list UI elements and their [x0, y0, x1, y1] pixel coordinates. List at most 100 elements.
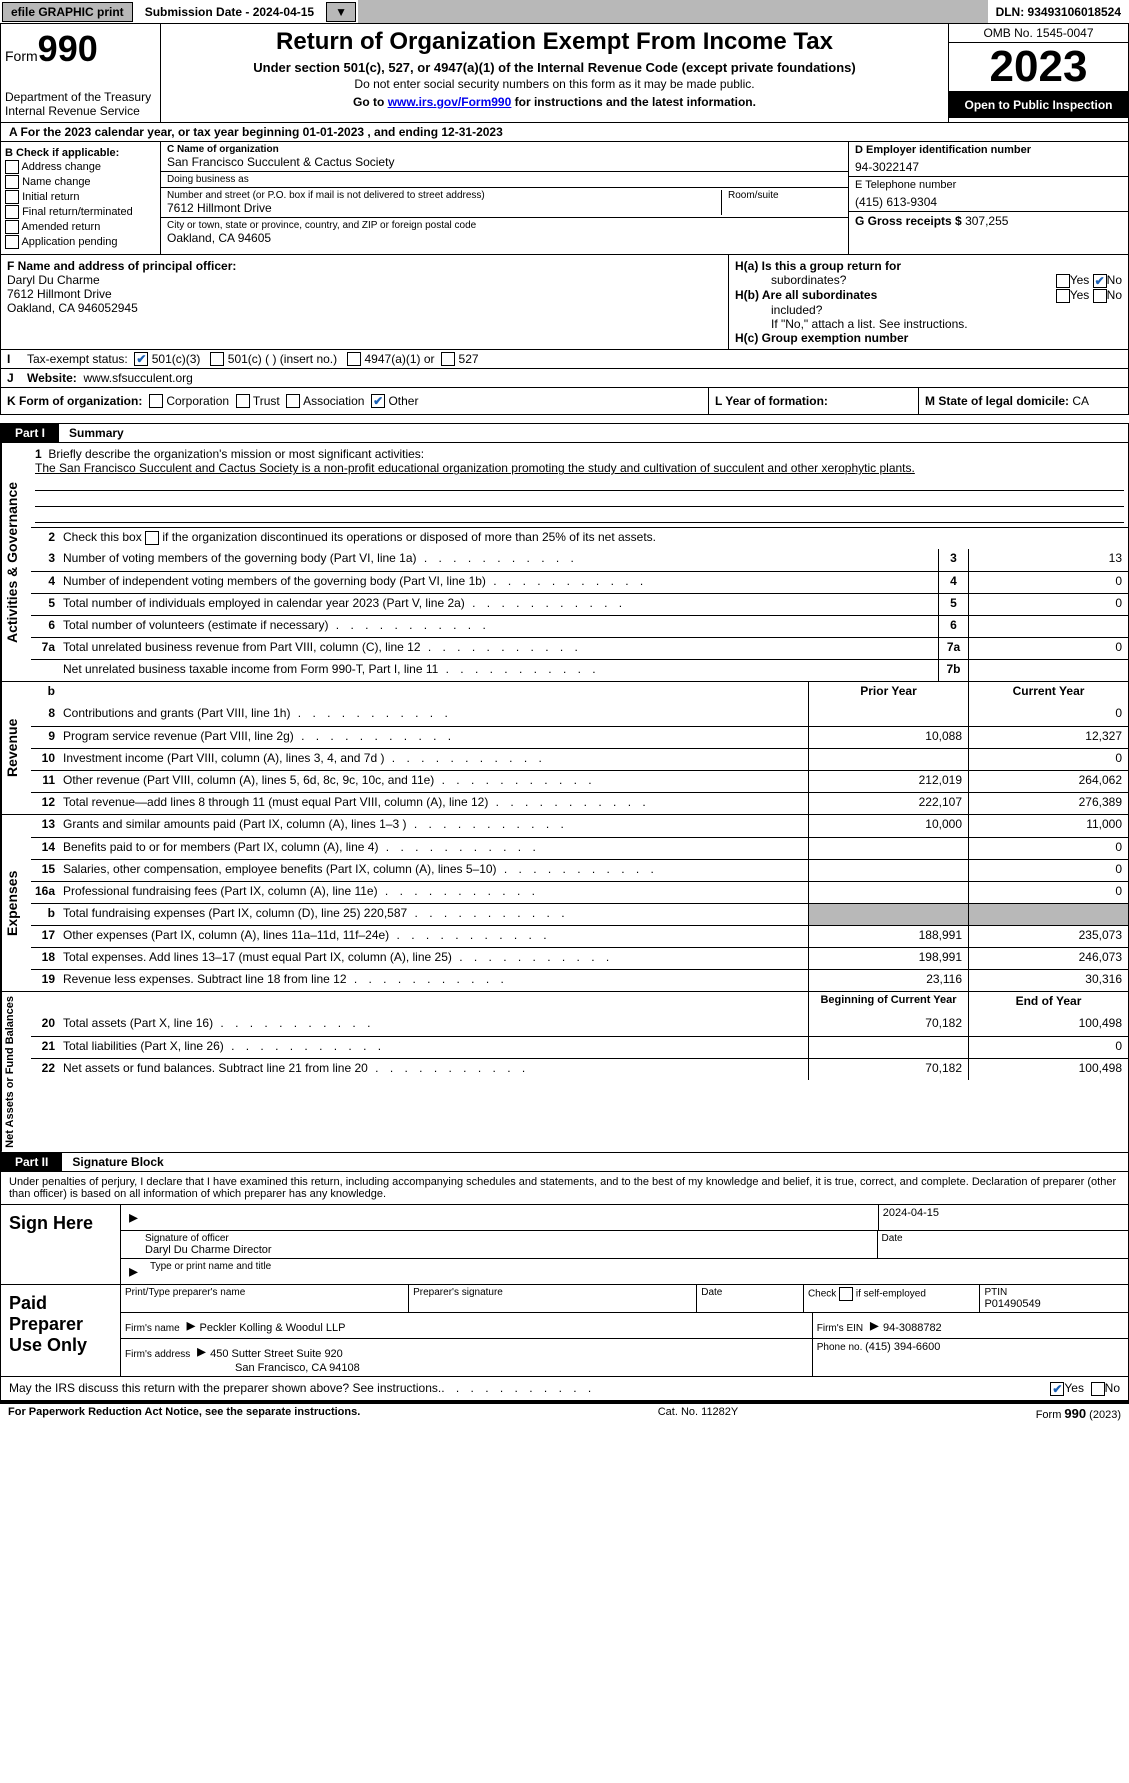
i-527[interactable] [441, 352, 455, 366]
section-i: I Tax-exempt status: ✔ 501(c)(3) 501(c) … [0, 350, 1129, 369]
b-amended[interactable]: Amended return [5, 220, 156, 234]
i-label: Tax-exempt status: [27, 352, 128, 366]
gov-section: Activities & Governance 1 Briefly descri… [0, 443, 1129, 682]
prep-date-label: Date [701, 1287, 799, 1298]
hb-row: H(b) Are all subordinates Yes No [735, 288, 1122, 303]
section-k: K Form of organization: Corporation Trus… [1, 388, 708, 415]
topbar-spacer [358, 0, 988, 23]
rev-section: Revenue b Prior Year Current Year 8Contr… [0, 682, 1129, 815]
omb-number: OMB No. 1545-0047 [949, 24, 1128, 43]
hb-no[interactable] [1093, 289, 1107, 303]
footer: For Paperwork Reduction Act Notice, see … [0, 1401, 1129, 1423]
k-other[interactable]: ✔ [371, 394, 385, 408]
sig-date-label: Date [882, 1233, 1125, 1244]
net-section: Net Assets or Fund Balances Beginning of… [0, 992, 1129, 1153]
officer-city: Oakland, CA 946052945 [7, 301, 722, 315]
exp-row: 17Other expenses (Part IX, column (A), l… [31, 925, 1128, 947]
b-final[interactable]: Final return/terminated [5, 205, 156, 219]
end-year-hdr: End of Year [968, 992, 1128, 1014]
d-gross-label: G Gross receipts $ [855, 214, 965, 228]
part2-header: Part II Signature Block [0, 1153, 1129, 1172]
efile-graphic-button[interactable]: efile GRAPHIC print [2, 2, 133, 22]
d-phone-row: E Telephone number (415) 613-9304 [849, 177, 1128, 212]
dln-label: DLN: 93493106018524 [988, 5, 1129, 19]
sig-intro: Under penalties of perjury, I declare th… [1, 1172, 1128, 1204]
discuss-yes[interactable]: ✔ [1050, 1382, 1064, 1396]
form-header: Form990 Department of the Treasury Inter… [0, 24, 1129, 123]
b-addr-change[interactable]: Address change [5, 160, 156, 174]
exp-section: Expenses 13Grants and similar amounts pa… [0, 815, 1129, 992]
firm-ein: 94-3088782 [883, 1322, 942, 1334]
sign-here-row: Sign Here ▸ 2024-04-15 Signature of offi… [1, 1204, 1128, 1284]
c-street-row: Number and street (or P.O. box if mail i… [161, 188, 848, 218]
gov-row: 4Number of independent voting members of… [31, 571, 1128, 593]
section-l: L Year of formation: [708, 388, 918, 415]
firm-addr1: 450 Sutter Street Suite 920 [210, 1348, 343, 1360]
rev-body: b Prior Year Current Year 8Contributions… [31, 682, 1128, 814]
d-ein-label: D Employer identification number [855, 144, 1122, 156]
b-pending[interactable]: Application pending [5, 235, 156, 249]
prep-name-label: Print/Type preparer's name [125, 1287, 404, 1298]
section-bcd: B Check if applicable: Address change Na… [0, 142, 1129, 255]
gov-body: 1 Briefly describe the organization's mi… [31, 443, 1128, 681]
line2-check[interactable] [145, 531, 159, 545]
ha-yes[interactable] [1056, 274, 1070, 288]
discuss-no[interactable] [1091, 1382, 1105, 1396]
k-assoc[interactable] [286, 394, 300, 408]
d-phone-label: E Telephone number [855, 179, 1122, 191]
gov-row: Net unrelated business taxable income fr… [31, 659, 1128, 681]
irs-link[interactable]: www.irs.gov/Form990 [388, 95, 512, 109]
f-label: F Name and address of principal officer: [7, 259, 722, 273]
b-initial[interactable]: Initial return [5, 190, 156, 204]
self-emp-check[interactable] [839, 1287, 853, 1301]
footer-right: Form 990 (2023) [1036, 1406, 1121, 1421]
b-name-change[interactable]: Name change [5, 175, 156, 189]
expand-button[interactable]: ▼ [326, 2, 356, 22]
ha-row2: subordinates? Yes ✔No [735, 273, 1122, 288]
i-501c[interactable] [210, 352, 224, 366]
col-d: D Employer identification number 94-3022… [848, 142, 1128, 254]
c-dba-label: Doing business as [167, 174, 842, 185]
rev-row: 8Contributions and grants (Part VIII, li… [31, 704, 1128, 726]
rev-header: b Prior Year Current Year [31, 682, 1128, 704]
i-501c3[interactable]: ✔ [134, 352, 148, 366]
mission-block: 1 Briefly describe the organization's mi… [31, 443, 1128, 527]
officer-street: 7612 Hillmont Drive [7, 287, 722, 301]
inspection-badge: Open to Public Inspection [949, 91, 1128, 118]
exp-row: bTotal fundraising expenses (Part IX, co… [31, 903, 1128, 925]
gov-row: 7aTotal unrelated business revenue from … [31, 637, 1128, 659]
exp-row: 16aProfessional fundraising fees (Part I… [31, 881, 1128, 903]
net-header: Beginning of Current Year End of Year [31, 992, 1128, 1014]
prep-sig-label: Preparer's signature [413, 1287, 692, 1298]
ha-no[interactable]: ✔ [1093, 274, 1107, 288]
phone-value: (415) 613-9304 [855, 195, 1122, 209]
irs-label: Internal Revenue Service [5, 104, 156, 118]
prior-year-hdr: Prior Year [808, 682, 968, 704]
section-m: M State of legal domicile: CA [918, 388, 1128, 415]
signature-section: Under penalties of perjury, I declare th… [0, 1172, 1129, 1401]
form-word: Form [5, 48, 38, 64]
link-post: for instructions and the latest informat… [511, 95, 756, 109]
begin-year-hdr: Beginning of Current Year [808, 992, 968, 1014]
i-4947[interactable] [347, 352, 361, 366]
k-corp[interactable] [149, 394, 163, 408]
current-year-hdr: Current Year [968, 682, 1128, 704]
c-street-label: Number and street (or P.O. box if mail i… [167, 190, 721, 201]
line-a: A For the 2023 calendar year, or tax yea… [0, 123, 1129, 142]
gov-row: 5Total number of individuals employed in… [31, 593, 1128, 615]
sig-off-label: Signature of officer [145, 1233, 873, 1244]
submission-date: Submission Date - 2024-04-15 [135, 5, 324, 19]
k-trust[interactable] [236, 394, 250, 408]
part1-tag: Part I [1, 424, 59, 442]
discuss-text: May the IRS discuss this return with the… [9, 1381, 441, 1396]
section-h: H(a) Is this a group return for subordin… [728, 255, 1128, 349]
hb-yes[interactable] [1056, 289, 1070, 303]
link-pre: Go to [353, 95, 388, 109]
side-net: Net Assets or Fund Balances [1, 992, 31, 1152]
section-fh: F Name and address of principal officer:… [0, 255, 1129, 350]
form-warning: Do not enter social security numbers on … [165, 77, 944, 91]
header-left: Form990 Department of the Treasury Inter… [1, 24, 161, 122]
part2-title: Signature Block [62, 1153, 173, 1171]
footer-left: For Paperwork Reduction Act Notice, see … [8, 1406, 360, 1421]
gov-row: 6Total number of volunteers (estimate if… [31, 615, 1128, 637]
